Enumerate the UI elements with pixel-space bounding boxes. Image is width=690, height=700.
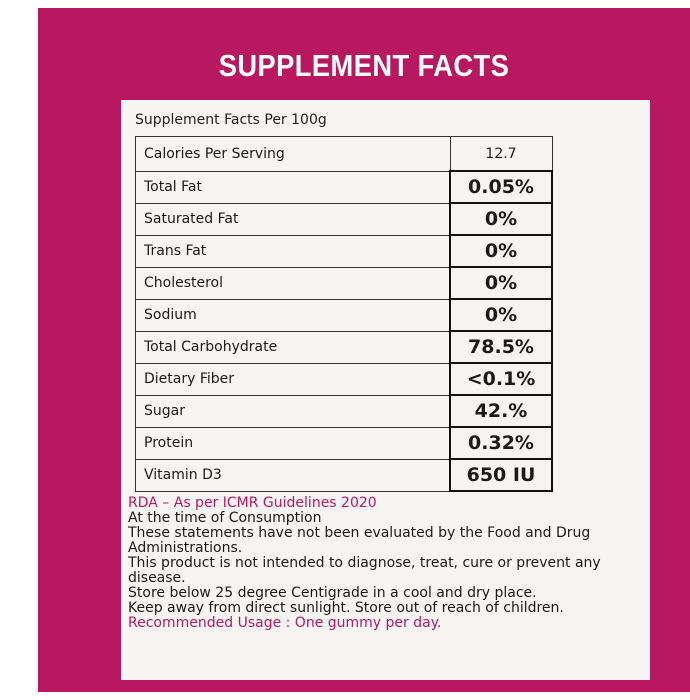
- note: RDA – As per ICMR Guidelines 2020: [128, 495, 377, 511]
- facts-row: Trans Fat 0%: [135, 234, 553, 268]
- nutrient-name: Dietary Fiber: [135, 362, 451, 396]
- note: Recommended Usage : One gummy per day.: [128, 615, 442, 631]
- facts-row: Protein 0.32%: [135, 426, 553, 460]
- nutrient-name: Protein: [135, 426, 451, 460]
- nutrient-name: Sugar: [135, 394, 451, 428]
- nutrient-value: 650 IU: [449, 458, 553, 492]
- facts-row: Total Fat 0.05%: [135, 170, 553, 204]
- nutrient-name: Saturated Fat: [135, 202, 451, 236]
- nutrient-name: Trans Fat: [135, 234, 451, 268]
- nutrient-value: 0.32%: [449, 426, 553, 460]
- note: Store below 25 degree Centigrade in a co…: [128, 585, 537, 601]
- nutrient-value: 42.%: [449, 394, 553, 428]
- facts-row: Calories Per Serving 12.7: [135, 136, 553, 172]
- nutrient-value: <0.1%: [449, 362, 553, 396]
- nutrient-name: Vitamin D3: [135, 458, 451, 492]
- note: Keep away from direct sunlight. Store ou…: [128, 600, 564, 616]
- nutrient-name: Total Carbohydrate: [135, 330, 451, 364]
- note: This product is not intended to diagnose…: [128, 555, 601, 586]
- nutrient-name: Calories Per Serving: [135, 136, 451, 172]
- facts-row: Dietary Fiber <0.1%: [135, 362, 553, 396]
- nutrient-value: 12.7: [449, 136, 553, 172]
- note: At the time of Consumption: [128, 510, 322, 526]
- facts-row: Cholesterol 0%: [135, 266, 553, 300]
- nutrient-value: 0%: [449, 298, 553, 332]
- label-panel: SUPPLEMENT FACTS Supplement Facts Per 10…: [38, 8, 690, 692]
- facts-row: Vitamin D3 650 IU: [135, 458, 553, 492]
- note: These statements have not been evaluated…: [128, 525, 591, 556]
- nutrient-name: Total Fat: [135, 170, 451, 204]
- nutrient-value: 78.5%: [449, 330, 553, 364]
- facts-row: Sodium 0%: [135, 298, 553, 332]
- facts-row: Saturated Fat 0%: [135, 202, 553, 236]
- nutrient-name: Cholesterol: [135, 266, 451, 300]
- nutrient-value: 0%: [449, 234, 553, 268]
- nutrient-name: Sodium: [135, 298, 451, 332]
- nutrient-value: 0%: [449, 202, 553, 236]
- caption: Supplement Facts Per 100g: [135, 112, 327, 128]
- title: SUPPLEMENT FACTS: [218, 48, 510, 83]
- nutrient-value: 0.05%: [449, 170, 553, 204]
- facts-box: Supplement Facts Per 100g Calories Per S…: [121, 100, 650, 680]
- facts-row: Total Carbohydrate 78.5%: [135, 330, 553, 364]
- nutrient-value: 0%: [449, 266, 553, 300]
- facts-table: Calories Per Serving 12.7 Total Fat 0.05% Sa…: [135, 136, 553, 492]
- notes: RDA – As per ICMR Guidelines 2020 At the …: [128, 496, 638, 631]
- facts-row: Sugar 42.%: [135, 394, 553, 428]
